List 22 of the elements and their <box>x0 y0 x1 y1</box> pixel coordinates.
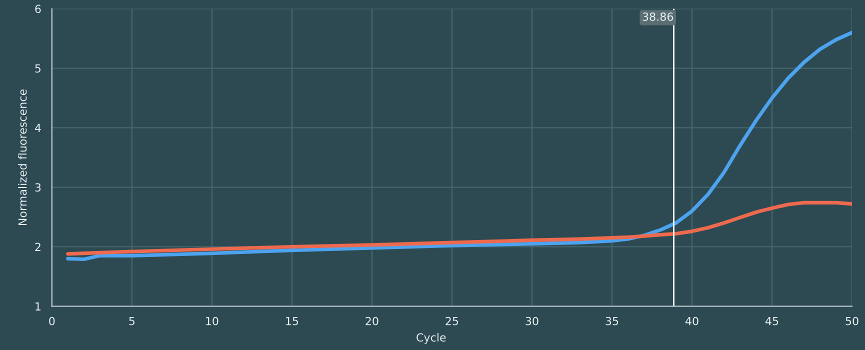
x-tick-label: 20 <box>366 316 378 326</box>
line-series <box>66 200 852 256</box>
ref-line-label: 38.86 <box>642 12 674 21</box>
y-tick-label: 6 <box>35 4 41 14</box>
x-tick-label: 40 <box>685 316 698 326</box>
x-tick-label: 5 <box>129 317 134 326</box>
x-tick-label: 30 <box>526 316 538 326</box>
x-tick-label: 45 <box>765 317 778 326</box>
y-tick-label: 5 <box>35 64 41 73</box>
x-tick-label: 50 <box>846 316 858 326</box>
x-axis-title: Cycle <box>416 333 446 344</box>
y-tick-label: 1 <box>36 302 40 310</box>
y-tick-label: 3 <box>35 183 41 192</box>
y-tick-label: 4 <box>34 124 41 132</box>
y-tick-label: 2 <box>35 242 40 251</box>
x-tick-label: 15 <box>286 317 298 326</box>
line-series <box>66 30 852 262</box>
x-tick-label: 35 <box>606 316 618 326</box>
y-axis-title: Normalized fluorescence <box>18 89 27 226</box>
x-tick-label: 0 <box>49 316 55 326</box>
x-tick-label: 25 <box>446 316 458 326</box>
x-tick-label: 10 <box>206 316 218 326</box>
